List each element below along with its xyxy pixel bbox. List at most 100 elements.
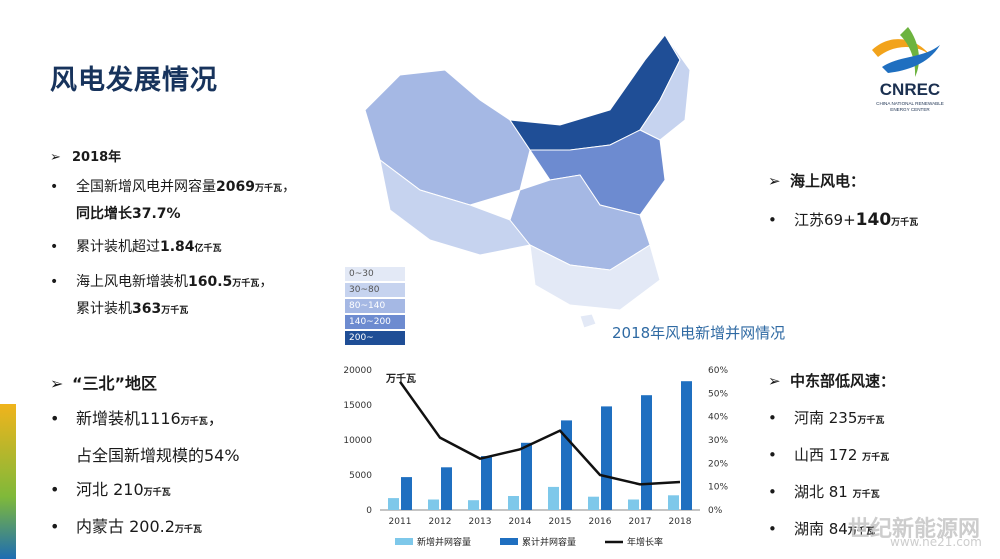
x-tick-label: 2011: [389, 517, 412, 527]
map-region-south: [529, 244, 661, 311]
bar-new-capacity: [388, 498, 399, 510]
logo-swoosh-green: [900, 27, 920, 77]
y-tick-label-right: 30%: [708, 436, 728, 446]
bullet-icon: •: [50, 480, 60, 499]
y-axis-label: 万千瓦: [385, 372, 416, 385]
bar-new-capacity: [588, 496, 599, 510]
y-tick-label-left: 20000: [343, 366, 372, 376]
bar-new-capacity: [468, 500, 479, 510]
summary-2018: ➢ 2018年 • 全国新增风电并网容量2069万千瓦， 同比增长37.7% • …: [50, 146, 380, 324]
arrow-icon: ➢: [50, 150, 61, 165]
bullet-icon: •: [768, 409, 777, 427]
x-tick-label: 2013: [469, 517, 492, 527]
wind-capacity-chart: 0 5000 10000 15000 20000 0% 10% 20% 30% 40% 50% 60%…: [343, 366, 728, 548]
list-item: 累计装机363万千瓦: [76, 301, 189, 317]
line-growth-rate: [398, 380, 681, 486]
list-item: • 河北 210万千瓦: [50, 473, 350, 510]
list-item: • 山西 172 万千瓦: [768, 438, 895, 475]
legend-swatch-new: [395, 538, 413, 545]
list-item: 占全国新增规模的54%: [76, 446, 240, 465]
sanbei-heading: ➢ “三北”地区: [50, 374, 158, 393]
x-tick-label: 2018: [669, 517, 692, 527]
offshore-section: ➢ 海上风电： • 江苏69+140万千瓦: [768, 170, 918, 240]
bullet-icon: •: [50, 274, 59, 290]
y-tick-label-left: 10000: [343, 436, 372, 446]
y-tick-label-left: 15000: [343, 401, 372, 411]
legend-label: 新增并网容量: [417, 536, 471, 548]
logo-subtitle-1: CHINA NATIONAL RENEWABLE: [876, 101, 944, 106]
arrow-icon: ➢: [50, 374, 64, 393]
legend-item: 140~200: [345, 314, 405, 330]
list-item: • 新增装机1116万千瓦，: [50, 402, 350, 439]
bar-cumulative-capacity: [641, 395, 652, 510]
bar-new-capacity: [668, 495, 679, 510]
y-tick-label-right: 10%: [708, 483, 728, 493]
list-item: • 累计装机超过1.84亿千瓦: [50, 235, 380, 262]
bullet-icon: •: [50, 517, 60, 536]
chart-title: 2018年风电新增并网情况: [612, 324, 786, 342]
logo-text: CNREC: [880, 80, 940, 99]
sanbei-section: ➢ “三北”地区 • 新增装机1116万千瓦， 占全国新增规模的54% • 河北 …: [50, 370, 350, 547]
list-item: 同比增长37.7%: [76, 206, 181, 222]
watermark-url: www.ne21.com: [890, 535, 982, 549]
list-item: • 内蒙古 200.2万千瓦: [50, 510, 350, 547]
y-tick-label-right: 40%: [708, 413, 728, 423]
bullet-icon: •: [768, 520, 777, 538]
legend-item: 0~30: [345, 266, 405, 282]
y-tick-label-right: 20%: [708, 459, 728, 469]
list-item: • 湖北 81 万千瓦: [768, 475, 895, 512]
list-item: • 河南 235万千瓦: [768, 401, 895, 438]
legend-label: 累计并网容量: [522, 536, 576, 548]
x-tick-label: 2017: [629, 517, 652, 527]
list-item: • 全国新增风电并网容量2069万千瓦，: [50, 175, 380, 202]
legend-item: 200~: [345, 330, 405, 346]
legend-label: 年增长率: [627, 536, 663, 548]
bar-cumulative-capacity: [681, 381, 692, 510]
bar-cumulative-capacity: [601, 406, 612, 510]
watermark: 世纪新能源网: [848, 517, 981, 542]
map-legend: 0~30 30~80 80~140 140~200 200~: [345, 266, 405, 346]
y-tick-label-right: 0%: [708, 506, 723, 516]
x-tick-label: 2015: [549, 517, 572, 527]
bullet-icon: •: [50, 409, 60, 428]
arrow-icon: ➢: [768, 372, 781, 390]
central-section: ➢ 中东部低风速： • 河南 235万千瓦 • 山西 172 万千瓦 • 湖北 81 万…: [768, 370, 895, 549]
offshore-heading: ➢ 海上风电：: [768, 172, 866, 190]
cnrec-logo: CNREC CHINA NATIONAL RENEWABLE ENERGY CE…: [872, 27, 944, 112]
y-tick-label-left: 0: [366, 506, 372, 516]
y-tick-label-right: 50%: [708, 389, 728, 399]
central-heading: ➢ 中东部低风速：: [768, 372, 896, 390]
map-region-hainan: [579, 313, 597, 329]
bar-cumulative-capacity: [401, 477, 412, 510]
decorative-strip: [0, 404, 16, 559]
year-heading: ➢ 2018年: [50, 150, 122, 165]
bullet-icon: •: [50, 239, 59, 255]
bar-cumulative-capacity: [481, 456, 492, 510]
legend-item: 80~140: [345, 298, 405, 314]
bar-cumulative-capacity: [561, 420, 572, 510]
list-item: • 湖南 84万千瓦: [768, 512, 895, 549]
bullet-icon: •: [768, 483, 777, 501]
bar-new-capacity: [428, 499, 439, 510]
y-tick-label-right: 60%: [708, 366, 728, 376]
legend-item: 30~80: [345, 282, 405, 298]
bullet-icon: •: [768, 446, 777, 464]
list-item: • 海上风电新增装机160.5万千瓦，: [50, 270, 380, 297]
page-title: 风电发展情况: [50, 65, 218, 96]
logo-subtitle-2: ENERGY CENTER: [890, 107, 930, 112]
bar-cumulative-capacity: [441, 467, 452, 510]
y-tick-label-left: 5000: [349, 471, 372, 481]
logo-swoosh-blue: [882, 45, 940, 73]
bullet-icon: •: [50, 179, 59, 195]
bar-cumulative-capacity: [521, 442, 532, 510]
bar-new-capacity: [548, 486, 559, 510]
x-tick-label: 2012: [429, 517, 452, 527]
x-tick-label: 2014: [509, 517, 532, 527]
china-map: [364, 34, 690, 329]
legend-swatch-cumulative: [500, 538, 518, 545]
bar-new-capacity: [508, 496, 519, 510]
arrow-icon: ➢: [768, 172, 781, 190]
bar-new-capacity: [628, 499, 639, 510]
list-item: • 江苏69+140万千瓦: [768, 203, 918, 240]
x-tick-label: 2016: [589, 517, 612, 527]
